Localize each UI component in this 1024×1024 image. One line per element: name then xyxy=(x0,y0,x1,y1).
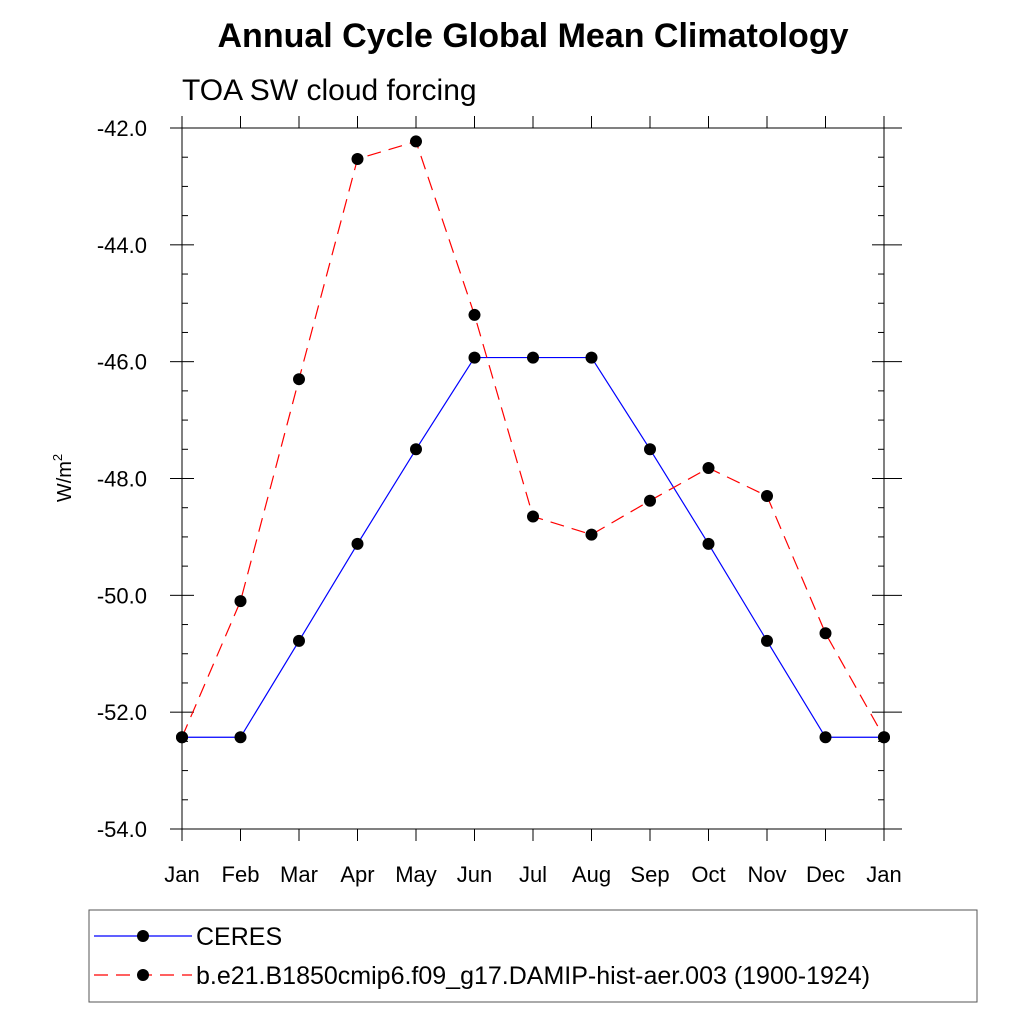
x-tick-label: Apr xyxy=(340,862,374,887)
x-tick-label: Aug xyxy=(572,862,611,887)
series-1-point xyxy=(468,308,481,321)
series-1-point xyxy=(585,528,598,541)
legend-marker-0 xyxy=(137,930,149,942)
series-1-point xyxy=(878,731,890,744)
legend: CERES b.e21.B1850cmip6.f09_g17.DAMIP-hist… xyxy=(94,923,870,990)
series-1-point xyxy=(234,595,247,608)
x-tick-label: Jan xyxy=(866,862,901,887)
series-line-0 xyxy=(182,356,884,738)
y-axis-label-sup: 2 xyxy=(50,454,65,461)
series-line-1 xyxy=(181,140,885,738)
series-0-point xyxy=(761,634,773,647)
y-tick-label: -50.0 xyxy=(97,583,147,608)
y-tick-label: -48.0 xyxy=(97,467,147,492)
series-1-point xyxy=(293,373,305,386)
series-0-point xyxy=(234,731,247,744)
series-1-point xyxy=(702,461,715,474)
legend-marker-1 xyxy=(137,969,149,981)
series-0-point xyxy=(819,731,832,744)
y-tick-label: -42.0 xyxy=(97,116,147,141)
axis-ticks xyxy=(170,116,902,841)
y-axis-label: W/m2 xyxy=(50,454,76,502)
series-lines xyxy=(181,140,885,738)
series-0-point xyxy=(410,443,422,456)
legend-label-0: CERES xyxy=(196,923,282,951)
svg-text:W/m2: W/m2 xyxy=(50,454,76,502)
chart-subtitle: TOA SW cloud forcing xyxy=(182,74,477,107)
x-tick-label: Dec xyxy=(806,862,845,887)
legend-box xyxy=(88,909,978,1003)
series-0-point xyxy=(351,537,364,550)
series-0-point xyxy=(468,351,481,364)
series-1-point xyxy=(819,627,832,640)
y-tick-label: -52.0 xyxy=(97,700,147,725)
y-tick-label: -46.0 xyxy=(97,350,147,375)
series-0-point xyxy=(702,537,715,550)
series-points xyxy=(176,135,890,744)
series-1-point xyxy=(761,490,773,503)
x-tick-label: Sep xyxy=(630,862,669,887)
chart-title: Annual Cycle Global Mean Climatology xyxy=(218,17,849,55)
series-0-point xyxy=(585,351,598,364)
series-1-point xyxy=(527,510,539,523)
y-tick-labels: -42.0 -44.0 -46.0 -48.0 -50.0 -52.0 -54.0 xyxy=(97,116,147,842)
series-1-point xyxy=(351,152,364,165)
x-tick-label: Oct xyxy=(691,862,725,887)
x-tick-label: Jan xyxy=(164,862,199,887)
y-axis-label-base: W/m xyxy=(54,461,76,502)
series-1-point xyxy=(176,731,188,744)
series-0-point xyxy=(293,634,305,647)
series-0-point xyxy=(527,351,539,364)
x-tick-label: Nov xyxy=(747,862,786,887)
x-tick-label: Mar xyxy=(280,862,318,887)
x-tick-label: Jul xyxy=(519,862,547,887)
x-tick-label: May xyxy=(395,862,437,887)
series-1-point xyxy=(644,494,656,507)
y-tick-label: -44.0 xyxy=(97,233,147,258)
x-tick-labels: Jan Feb Mar Apr May Jun Jul Aug Sep Oct Nov Dec Jan xyxy=(164,862,901,887)
series-0-point xyxy=(644,443,656,456)
plot-frame xyxy=(181,127,885,830)
y-tick-label: -54.0 xyxy=(97,817,147,842)
x-tick-label: Jun xyxy=(457,862,492,887)
series-1-point xyxy=(410,135,422,148)
x-tick-label: Feb xyxy=(222,862,260,887)
legend-label-1: b.e21.B1850cmip6.f09_g17.DAMIP-hist-aer.… xyxy=(196,962,870,990)
